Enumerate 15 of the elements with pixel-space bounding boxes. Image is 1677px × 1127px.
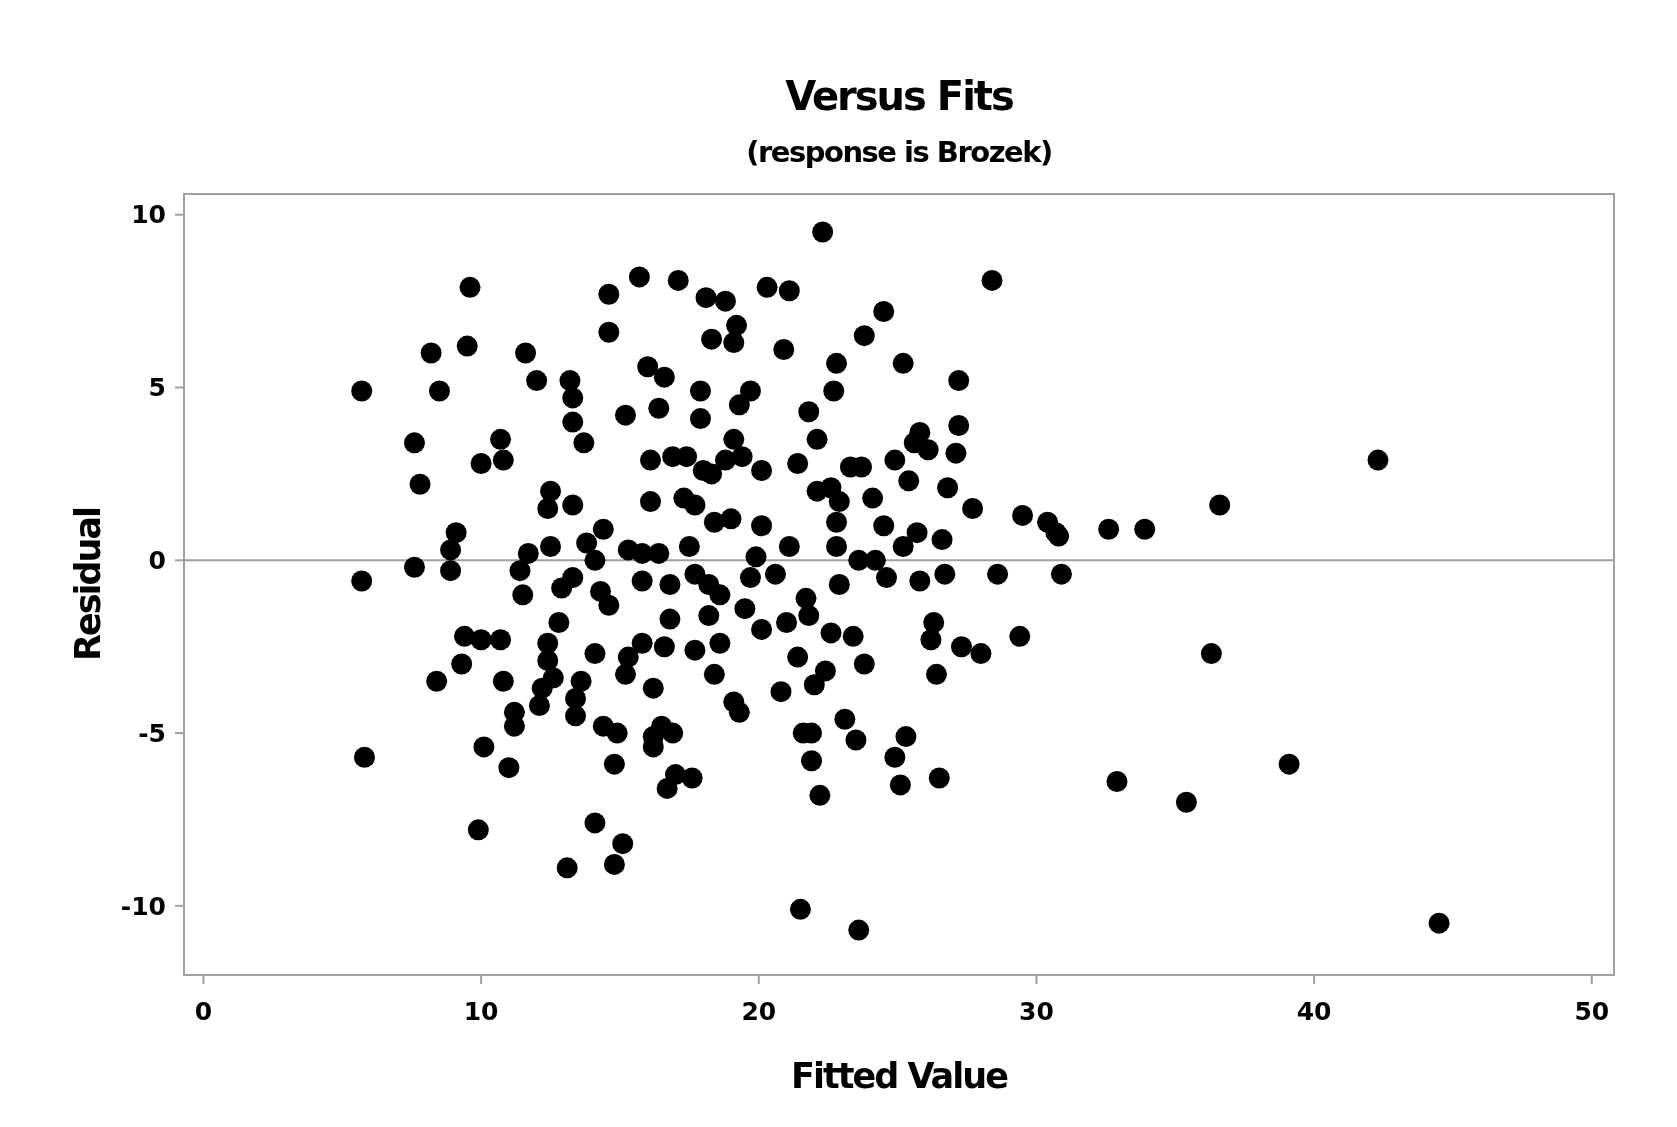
y-tick-label: 5 <box>148 373 166 403</box>
y-tick-label: -10 <box>120 891 166 921</box>
y-tick-label: 0 <box>148 546 166 576</box>
x-axis-title: Fitted Value <box>791 1056 1009 1096</box>
chart-subtitle: (response is Brozek) <box>746 135 1052 169</box>
x-tick-label: 30 <box>1019 997 1054 1026</box>
x-tick-label: 50 <box>1574 997 1610 1026</box>
y-tick-label: -5 <box>138 718 166 748</box>
chart-title: Versus Fits <box>785 73 1013 119</box>
x-tick-label: 20 <box>741 997 777 1026</box>
y-tick-label: 10 <box>131 200 166 230</box>
x-tick-label: 40 <box>1296 997 1332 1026</box>
x-tick-label: 0 <box>194 997 213 1026</box>
x-tick-label: 10 <box>463 997 499 1026</box>
y-axis-title: Residual <box>68 507 108 662</box>
